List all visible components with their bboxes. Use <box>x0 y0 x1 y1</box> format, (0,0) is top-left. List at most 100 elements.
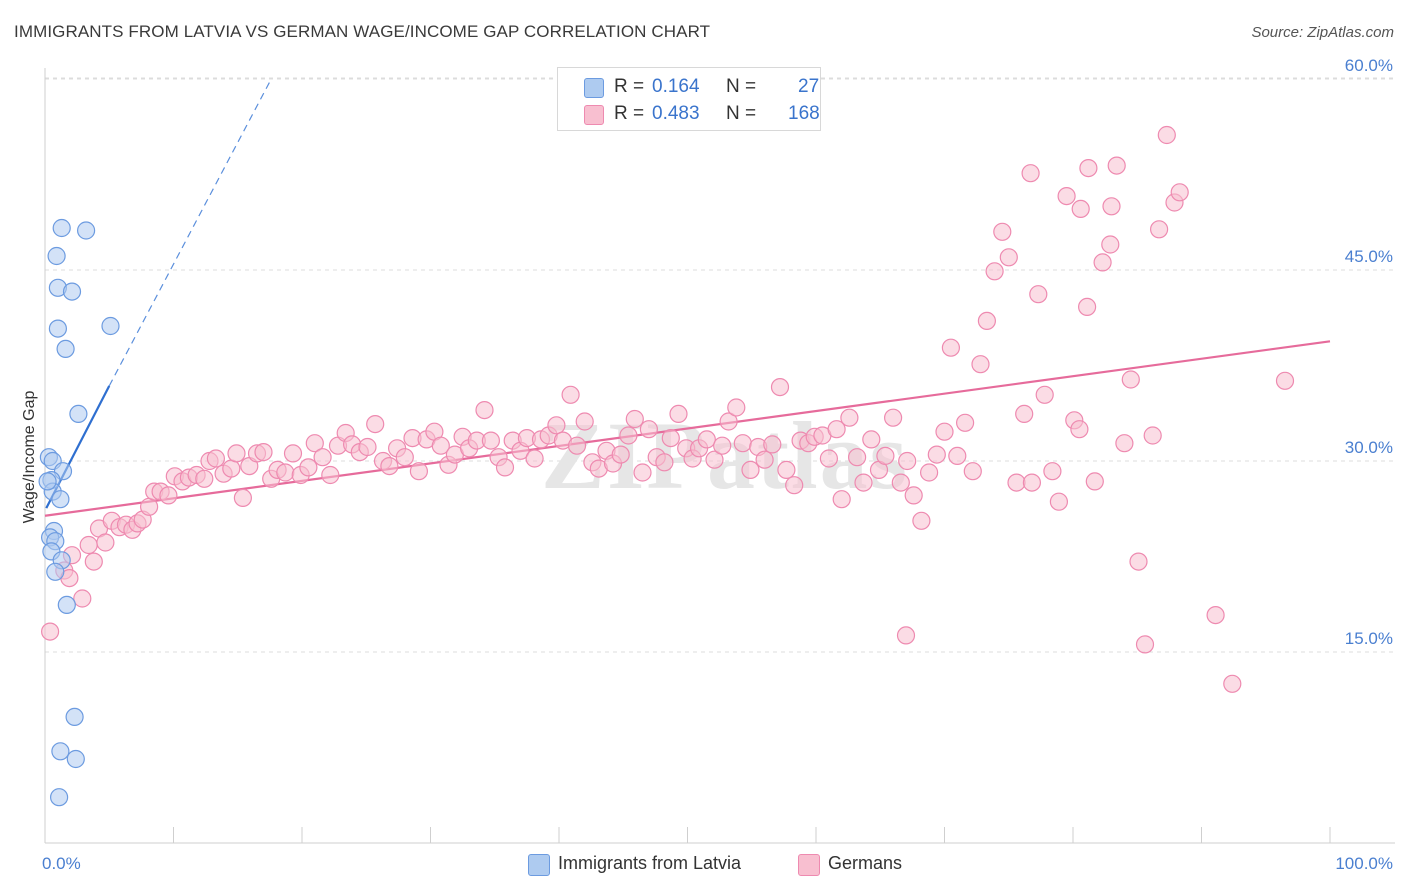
point-latvia <box>57 595 76 615</box>
point-germans <box>380 457 399 476</box>
point-germans <box>985 262 1004 281</box>
point-germans <box>395 448 414 467</box>
point-germans <box>1093 253 1112 272</box>
point-germans <box>1057 187 1076 206</box>
point-germans <box>955 413 975 432</box>
point-germans <box>840 408 859 427</box>
point-germans <box>763 435 782 454</box>
point-germans <box>575 412 594 431</box>
point-latvia <box>101 316 120 336</box>
point-germans <box>40 622 60 641</box>
point-germans <box>1135 635 1155 654</box>
point-germans <box>1077 297 1097 316</box>
point-germans <box>912 511 931 530</box>
point-germans <box>525 449 544 468</box>
legend-swatch-latvia <box>528 854 550 876</box>
point-germans <box>733 434 752 453</box>
point-germans <box>475 401 494 420</box>
legend-n-value: 168 <box>788 103 820 124</box>
point-germans <box>755 450 774 469</box>
point-latvia <box>51 742 70 761</box>
point-germans <box>713 436 732 455</box>
legend-r-label: R = <box>614 76 645 97</box>
legend-swatch-germans <box>798 854 820 876</box>
point-germans <box>206 449 225 468</box>
point-germans <box>633 463 652 482</box>
point-latvia <box>69 404 88 423</box>
y-tick-label: 15.0% <box>1345 629 1393 648</box>
point-germans <box>847 448 867 467</box>
legend-label-latvia: Immigrants from Latvia <box>558 853 742 873</box>
point-germans <box>999 248 1018 267</box>
legend-r-value: 0.483 <box>652 103 700 124</box>
point-germans <box>1129 552 1148 571</box>
y-tick-label: 60.0% <box>1345 56 1393 75</box>
point-germans <box>1275 371 1295 390</box>
point-germans <box>1143 426 1162 445</box>
point-latvia <box>47 246 66 266</box>
point-germans <box>898 451 917 471</box>
legend-n-value: 27 <box>798 76 820 97</box>
point-germans <box>827 420 846 439</box>
point-germans <box>1035 385 1054 404</box>
y-tick-label: 45.0% <box>1345 247 1393 266</box>
point-germans <box>1149 220 1169 239</box>
trend-line-germans <box>44 340 1331 517</box>
point-germans <box>625 409 644 429</box>
point-germans <box>567 436 587 455</box>
y-axis-label: Wage/Income Gap <box>21 391 38 524</box>
point-germans <box>1102 197 1121 216</box>
point-germans <box>862 430 881 449</box>
point-germans <box>993 222 1012 241</box>
grid-lines <box>45 77 1395 653</box>
point-latvia <box>76 221 96 240</box>
point-germans <box>1121 370 1140 389</box>
point-germans <box>1015 404 1034 423</box>
point-germans <box>777 460 796 479</box>
chart-source: Source: ZipAtlas.com <box>1251 24 1394 41</box>
point-germans <box>941 338 961 357</box>
point-latvia <box>46 562 65 581</box>
point-germans <box>935 422 954 441</box>
point-germans <box>321 465 340 485</box>
y-tick-label: 30.0% <box>1345 438 1393 457</box>
point-germans <box>785 476 804 495</box>
point-germans <box>697 430 716 449</box>
point-germans <box>366 415 385 434</box>
data-points <box>38 125 1295 807</box>
point-latvia <box>62 282 82 301</box>
point-germans <box>883 408 903 427</box>
point-germans <box>819 449 839 468</box>
point-germans <box>299 458 318 477</box>
point-germans <box>79 535 98 555</box>
x-tick-label: 0.0% <box>42 854 81 873</box>
point-germans <box>358 437 377 457</box>
point-germans <box>495 458 515 477</box>
point-germans <box>283 444 303 463</box>
point-germans <box>96 533 115 552</box>
legend-label-germans: Germans <box>828 853 903 873</box>
point-germans <box>639 420 659 439</box>
stats-legend: R = 0.164 N = 27 R = 0.483 N = 168 <box>557 67 821 131</box>
point-germans <box>927 445 946 464</box>
legend-swatch-germans <box>584 105 604 125</box>
point-germans <box>481 431 500 450</box>
point-latvia <box>66 749 85 769</box>
legend-r-value: 0.164 <box>652 76 700 97</box>
point-germans <box>409 462 428 481</box>
point-germans <box>619 426 638 445</box>
point-germans <box>1029 285 1048 304</box>
point-germans <box>305 434 324 453</box>
point-germans <box>1070 420 1089 439</box>
legend-swatch-latvia <box>584 78 604 98</box>
point-germans <box>770 378 790 397</box>
point-germans <box>876 446 895 465</box>
point-germans <box>1115 434 1134 453</box>
point-germans <box>1007 473 1026 492</box>
point-germans <box>547 416 566 435</box>
point-germans <box>431 436 450 455</box>
point-germans <box>84 552 103 571</box>
point-latvia <box>51 490 70 509</box>
tick-labels: 15.0% 30.0% 45.0% 60.0% 0.0% 100.0% <box>42 56 1393 873</box>
